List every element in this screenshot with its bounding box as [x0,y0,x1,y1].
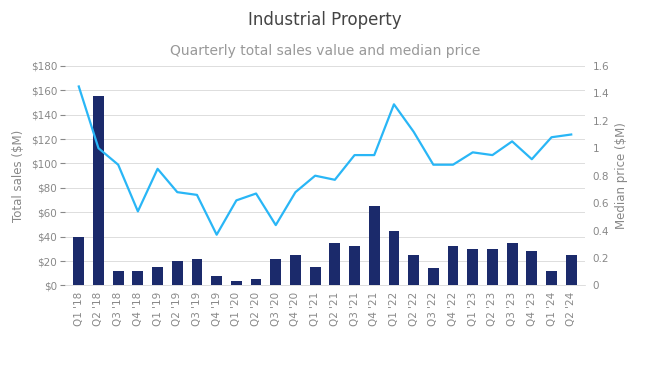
Bar [211,276,222,285]
Bar [93,96,104,285]
Bar [389,231,399,285]
Bar [112,271,124,285]
Text: Industrial Property: Industrial Property [248,11,402,29]
Bar [507,243,517,285]
Bar [152,267,163,285]
Bar [566,255,577,285]
Bar [369,206,380,285]
Bar [270,259,281,285]
Bar [172,261,183,285]
Bar [310,267,320,285]
Bar [251,279,261,285]
Y-axis label: Total sales ($M): Total sales ($M) [12,130,25,222]
Bar [231,281,242,285]
Bar [73,237,84,285]
Y-axis label: Median price ($M): Median price ($M) [615,122,628,229]
Bar [408,255,419,285]
Text: Quarterly total sales value and median price: Quarterly total sales value and median p… [170,44,480,58]
Bar [330,243,340,285]
Bar [428,268,439,285]
Bar [487,249,498,285]
Bar [467,249,478,285]
Bar [448,246,458,285]
Bar [290,255,301,285]
Bar [133,271,143,285]
Bar [349,246,360,285]
Bar [192,259,202,285]
Bar [546,271,557,285]
Bar [526,251,538,285]
